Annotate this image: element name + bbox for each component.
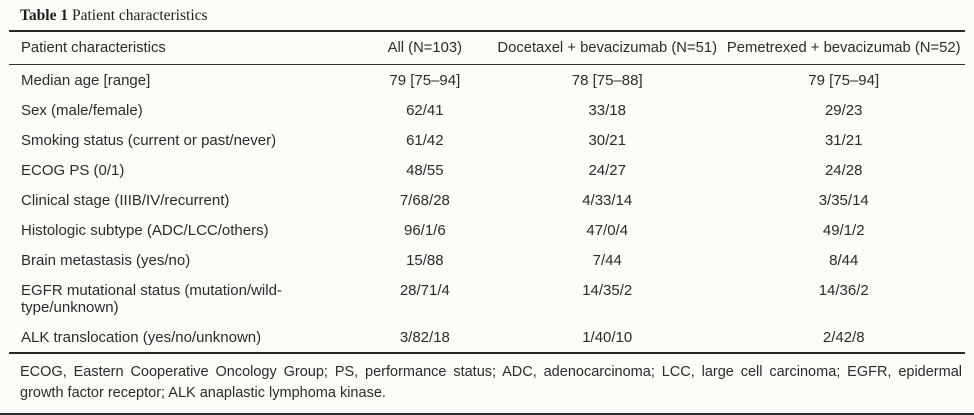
row-label: Brain metastasis (yes/no) [21,251,191,269]
header-row: Patient characteristics All (N=103) Doce… [9,31,965,65]
column-header-all: All (N=103) [357,31,492,65]
cell-docetaxel: 1/40/10 [491,322,723,354]
row-label: Sex (male/female) [21,101,143,119]
table-footnote: ECOG, Eastern Cooperative Oncology Group… [20,364,962,401]
table-header: Patient characteristics All (N=103) Doce… [9,31,965,65]
row-label: ALK translocation (yes/no/unknown) [9,322,358,354]
table-caption: Patient characteristics [71,7,208,24]
cell-pemetrexed: 14/36/2 [818,281,869,299]
table-row: Sex (male/female) 62/41 33/18 29/23 [9,95,965,125]
table-row: EGFR mutational status (mutation/wild-ty… [9,275,965,322]
cell-pemetrexed: 79 [75–94] [808,71,880,89]
table-row: Smoking status (current or past/never) 6… [9,125,965,155]
cell-all: 7/68/28 [399,191,450,209]
cell-all: 61/42 [406,131,444,149]
table-number: Table 1 [20,7,69,24]
row-label: ECOG PS (0/1) [21,161,125,179]
cell-docetaxel: 14/35/2 [582,281,633,299]
cell-pemetrexed: 29/23 [824,101,863,119]
cell-all: 3/82/18 [357,322,492,354]
row-label: EGFR mutational status (mutation/wild-ty… [21,281,282,316]
column-header-pemetrexed: Pemetrexed + bevacizumab (N=52) [722,31,965,65]
table-row: Brain metastasis (yes/no) 15/88 7/44 8/4… [9,245,965,275]
cell-docetaxel: 7/44 [592,251,622,269]
cell-all: 79 [75–94] [389,71,461,89]
cell-docetaxel: 78 [75–88] [571,71,643,89]
cell-all: 48/55 [406,161,444,179]
cell-pemetrexed: 3/35/14 [818,191,869,209]
table-row: ALK translocation (yes/no/unknown) 3/82/… [9,322,965,354]
table-body: Median age [range] 79 [75–94] 78 [75–88]… [9,65,965,354]
table-title: Table 1 Patient characteristics [9,4,965,30]
cell-docetaxel: 4/33/14 [582,191,633,209]
cell-all: 15/88 [406,251,444,269]
cell-docetaxel: 24/27 [588,161,626,179]
row-label: Histologic subtype (ADC/LCC/others) [21,221,269,239]
cell-docetaxel: 47/0/4 [586,221,629,239]
cell-pemetrexed: 49/1/2 [822,221,865,239]
cell-all: 96/1/6 [403,221,446,239]
cell-pemetrexed: 8/44 [829,251,859,269]
table-row: ECOG PS (0/1) 48/55 24/27 24/28 [9,155,965,185]
cell-all: 62/41 [406,101,444,119]
table-row: Clinical stage (IIIB/IV/recurrent) 7/68/… [9,185,965,215]
cell-docetaxel: 30/21 [588,131,626,149]
table-row: Histologic subtype (ADC/LCC/others) 96/1… [9,215,965,245]
patient-characteristics-table: Patient characteristics All (N=103) Doce… [9,30,965,354]
row-label: Smoking status (current or past/never) [21,131,277,149]
row-label: Median age [range] [21,71,151,89]
cell-pemetrexed: 2/42/8 [722,322,965,354]
cell-all: 28/71/4 [399,281,450,299]
column-header-docetaxel: Docetaxel + bevacizumab (N=51) [491,31,723,65]
cell-pemetrexed: 24/28 [824,161,863,179]
column-header-characteristics: Patient characteristics [9,31,358,65]
cell-pemetrexed: 31/21 [824,131,863,149]
cell-docetaxel: 33/18 [588,101,626,119]
row-label: Clinical stage (IIIB/IV/recurrent) [21,191,230,209]
table-row: Median age [range] 79 [75–94] 78 [75–88]… [9,65,965,96]
